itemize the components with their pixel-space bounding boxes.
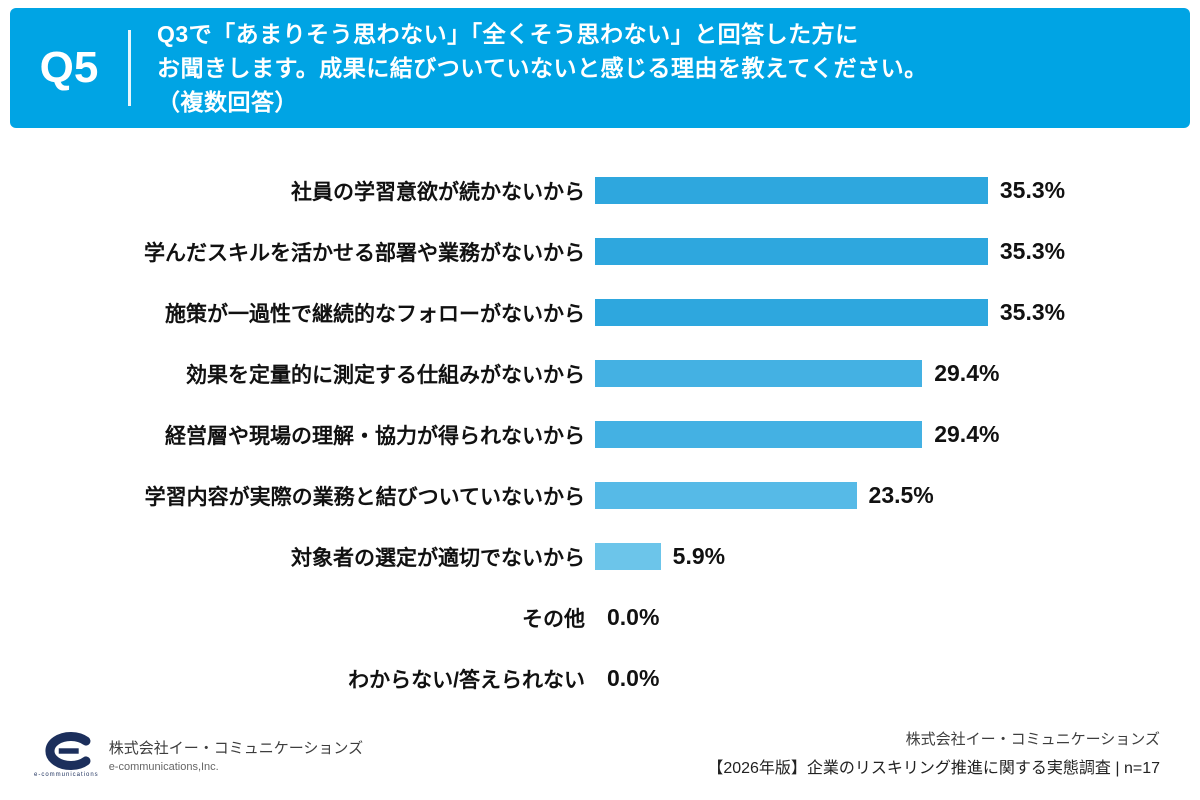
header-divider [128, 30, 131, 106]
bar-category-label: 経営層や現場の理解・協力が得られないから [165, 424, 585, 448]
bar-row: 施策が一過性で継続的なフォローがないから 35.3% [0, 282, 1200, 343]
bar-track: 0.0% [595, 604, 659, 631]
bar-track: 35.3% [595, 299, 1065, 326]
bar-category-label: 対象者の選定が適切でないから [291, 546, 585, 570]
company-name-block: 株式会社イー・コミュニケーションズ e-communications,Inc. [109, 737, 363, 773]
source-survey-title: 【2026年版】企業のリスキリング推進に関する実態調査 | n=17 [707, 760, 1160, 777]
bar-row: その他 0.0% [0, 587, 1200, 648]
bar-value-label: 0.0% [607, 604, 660, 630]
bar-category-label: 効果を定量的に測定する仕組みがないから [186, 363, 585, 387]
bar [595, 238, 988, 265]
bar-row: 経営層や現場の理解・協力が得られないから 29.4% [0, 404, 1200, 465]
bar-track: 5.9% [595, 543, 725, 570]
bar-value-label: 35.3% [999, 299, 1066, 325]
question-text-line1: Q3で「あまりそう思わない」「全くそう思わない」と回答した方に [157, 20, 859, 47]
question-text-line2: お聞きします。成果に結びついていないと感じる理由を教えてください。 [157, 54, 928, 81]
bar-track: 29.4% [595, 360, 999, 387]
company-name-en: e-communications,Inc. [108, 760, 219, 773]
bar [595, 360, 923, 387]
bar-value-label: 35.3% [999, 238, 1066, 264]
bar-value-label: 35.3% [999, 177, 1066, 203]
bar [595, 299, 988, 326]
question-number: Q5 [39, 43, 99, 92]
bar-category-label: その他 [522, 607, 585, 631]
bar-value-label: 23.5% [868, 482, 934, 508]
company-logo-icon [45, 732, 91, 770]
logo-subtext: e-communications [34, 772, 99, 778]
bar-track: 29.4% [595, 421, 999, 448]
question-text: Q3で「あまりそう思わない」「全くそう思わない」と回答した方に お聞きします。成… [157, 17, 928, 119]
question-text-line3: （複数回答） [157, 89, 298, 116]
bar-value-label: 29.4% [934, 360, 1000, 386]
footer-company: e-communications 株式会社イー・コミュニケーションズ e-com… [34, 731, 363, 778]
footer-source: 株式会社イー・コミュニケーションズ 【2026年版】企業のリスキリング推進に関す… [707, 728, 1160, 778]
source-company: 株式会社イー・コミュニケーションズ [905, 731, 1160, 748]
company-name: 株式会社イー・コミュニケーションズ [108, 739, 364, 757]
bar [595, 421, 923, 448]
bar-track: 35.3% [595, 177, 1065, 204]
bar-track: 23.5% [595, 482, 934, 509]
bar-value-label: 5.9% [672, 543, 726, 569]
company-logo: e-communications [34, 731, 99, 778]
bar-value-label: 0.0% [607, 665, 660, 691]
bar-row: 対象者の選定が適切でないから 5.9% [0, 526, 1200, 587]
bar-category-label: 社員の学習意欲が続かないから [291, 180, 585, 204]
bar [595, 482, 857, 509]
bar-category-label: 学んだスキルを活かせる部署や業務がないから [144, 241, 585, 265]
bar-row: わからない/答えられない 0.0% [0, 648, 1200, 709]
bar-chart: 社員の学習意欲が続かないから 35.3% 学んだスキルを活かせる部署や業務がないから… [0, 128, 1200, 728]
bar-category-label: わからない/答えられない [348, 668, 585, 692]
bar-track: 35.3% [595, 238, 1065, 265]
bar [595, 543, 661, 570]
bar-category-label: 施策が一過性で継続的なフォローがないから [165, 302, 585, 326]
question-header: Q5 Q3で「あまりそう思わない」「全くそう思わない」と回答した方に お聞きしま… [10, 8, 1190, 128]
bar-row: 学んだスキルを活かせる部署や業務がないから 35.3% [0, 221, 1200, 282]
bar-track: 0.0% [595, 665, 659, 692]
footer: e-communications 株式会社イー・コミュニケーションズ e-com… [0, 728, 1200, 800]
bar-row: 学習内容が実際の業務と結びついていないから 23.5% [0, 465, 1200, 526]
bar-value-label: 29.4% [934, 421, 1000, 447]
bar-row: 効果を定量的に測定する仕組みがないから 29.4% [0, 343, 1200, 404]
bar-row: 社員の学習意欲が続かないから 35.3% [0, 160, 1200, 221]
bar [595, 177, 988, 204]
bar-category-label: 学習内容が実際の業務と結びついていないから [144, 485, 585, 509]
